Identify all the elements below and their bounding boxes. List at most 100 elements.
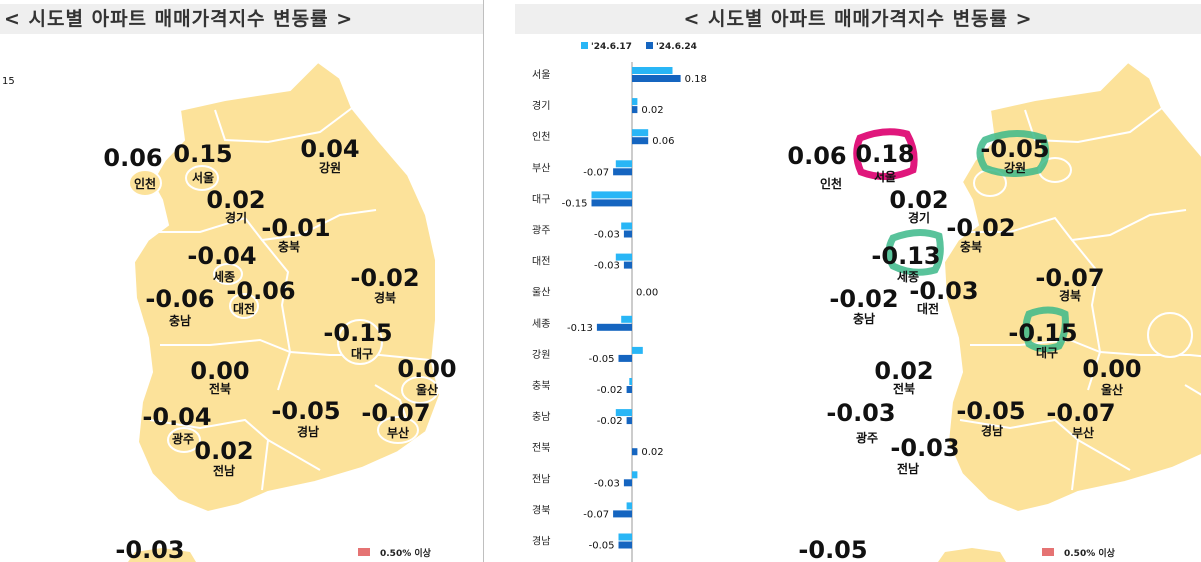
highlight-gangwon <box>976 130 1050 177</box>
province-borders-right <box>959 107 1201 491</box>
map-region-gangwon: 강원 <box>319 161 341 175</box>
map-region-seoul: 서울 <box>192 170 214 185</box>
left-map-labels: 0.06 인천 0.15 서울 0.04 강원 0.02 경기 -0.01 충북… <box>103 135 456 562</box>
bar-category-label: 전북 <box>532 442 550 454</box>
legend-swatch-curr <box>646 42 653 49</box>
left-title-bar: < 시도별 아파트 매매가격지수 변동률 > <box>0 4 483 34</box>
bar-category-label: 대구 <box>532 193 550 205</box>
map2-value-seoul: 0.18 <box>855 140 914 168</box>
bar-category-label: 경북 <box>532 503 550 516</box>
map-value-gangwon: 0.04 <box>300 135 359 163</box>
bar-data-label: -0.03 <box>594 478 620 489</box>
map-region-chungbuk: 충북 <box>278 239 300 254</box>
bar-curr-week <box>632 448 638 456</box>
left-title: < 시도별 아파트 매매가격지수 변동률 > <box>4 8 354 30</box>
map2-value-jeonnam: -0.03 <box>890 434 959 462</box>
bar-prev-week <box>615 253 632 261</box>
map-value-incheon: 0.06 <box>103 144 162 172</box>
map2-region-gwangju: 광주 <box>856 430 878 445</box>
bar-data-label: -0.13 <box>567 323 593 334</box>
bar-curr-week <box>623 261 632 269</box>
map-value-gyeongnam: -0.05 <box>271 397 340 425</box>
map2-region-jeonbuk: 전북 <box>893 381 915 396</box>
daegu-shape <box>337 319 383 365</box>
highlight-seoul <box>853 128 918 180</box>
bar-prev-week <box>632 471 638 479</box>
right-legend-label: 0.50% 이상 <box>1064 547 1116 559</box>
map-region-busan: 부산 <box>387 425 409 440</box>
map2-value-jeju: -0.05 <box>798 536 867 562</box>
map2-value-sejong: -0.13 <box>871 242 940 270</box>
map2-region-gyeongbuk: 경북 <box>1059 289 1081 303</box>
map-region-sejong: 세종 <box>213 269 235 284</box>
map-value-chungbuk: -0.01 <box>261 214 330 242</box>
map2-region-ulsan: 울산 <box>1101 382 1123 397</box>
bar-data-label: 0.00 <box>636 288 658 299</box>
map2-region-chungnam: 충남 <box>853 311 875 326</box>
bar-prev-week <box>632 346 643 354</box>
map-value-jeonbuk: 0.00 <box>190 357 249 385</box>
map-value-sejong: -0.04 <box>187 242 256 270</box>
map2-region-sejong: 세종 <box>897 269 919 284</box>
bar-curr-week <box>626 386 632 393</box>
bar-data-label: -0.05 <box>589 541 615 552</box>
map-region-jeonnam: 전남 <box>213 463 235 478</box>
bar-curr-week <box>632 137 649 145</box>
map-value-busan: -0.07 <box>361 399 430 427</box>
left-map: 15 0.06 인천 0.15 서울 0.04 강원 0.02 경기 -0.01… <box>2 60 457 562</box>
map2-value-jeonbuk: 0.02 <box>874 357 933 385</box>
bar-data-label: -0.15 <box>562 198 588 209</box>
map2-value-gyeongnam: -0.05 <box>956 397 1025 425</box>
bar-curr-week <box>596 323 632 331</box>
bar-curr-week <box>632 75 681 82</box>
legend-label-prev: '24.6.17 <box>591 42 632 52</box>
jeju-shape <box>128 548 196 562</box>
bar-prev-week <box>621 222 632 230</box>
seoul-shape <box>185 165 219 191</box>
map-value-gwangju: -0.04 <box>142 403 211 431</box>
bar-category-label: 세종 <box>532 318 550 330</box>
bar-prev-week <box>618 533 632 541</box>
bar-curr-week <box>591 199 632 207</box>
bar-data-label: -0.02 <box>597 385 623 396</box>
map2-region-chungbuk: 충북 <box>960 239 982 254</box>
bar-prev-week <box>621 315 632 323</box>
sejong-shape <box>213 263 243 285</box>
ulsan-shape <box>401 376 439 404</box>
map2-value-gangwon: -0.05 <box>980 135 1049 163</box>
jeju-shape-right <box>938 548 1006 562</box>
map-value-daejeon: -0.06 <box>226 277 295 305</box>
bar-category-label: 충남 <box>532 411 550 423</box>
bar-category-label: 울산 <box>532 287 550 299</box>
map-value-chungnam: -0.06 <box>145 285 214 313</box>
bar-data-label: -0.03 <box>594 261 620 272</box>
bar-prev-week <box>615 160 632 168</box>
bar-prev-week <box>626 502 632 510</box>
map-region-daegu: 대구 <box>351 347 373 361</box>
busan-shape <box>377 416 419 444</box>
map2-value-ulsan: 0.00 <box>1082 355 1141 383</box>
right-legend-swatch <box>1042 548 1054 556</box>
bar-category-label: 경기 <box>532 99 550 112</box>
bar-prev-week <box>615 409 632 417</box>
bars-layer: 서울 0.18 경기 0.02 인천 0.06 부산 -0.07 대구 -0.15 광주 -0.03 대… <box>532 62 707 562</box>
legend-label-curr: '24.6.24 <box>656 42 697 52</box>
bar-data-label: 0.02 <box>641 105 663 116</box>
bar-category-label: 충북 <box>532 380 550 392</box>
bar-data-label: -0.05 <box>589 354 615 365</box>
bar-prev-week <box>632 67 673 74</box>
map-region-jeonbuk: 전북 <box>209 381 231 396</box>
left-map-shapes <box>128 60 442 562</box>
bar-data-label: -0.07 <box>583 509 609 520</box>
bar-data-label: -0.03 <box>594 230 620 241</box>
map-region-gyeongnam: 경남 <box>297 424 319 439</box>
map2-region-daejeon: 대전 <box>917 301 939 316</box>
map-value-gyeongbuk: -0.02 <box>350 264 419 292</box>
map-value-gyeonggi: 0.02 <box>206 186 265 214</box>
highlight-sejong <box>885 229 944 276</box>
map2-value-chungbuk: -0.02 <box>946 214 1015 242</box>
bar-data-label: 0.02 <box>641 447 663 458</box>
bar-data-label: -0.07 <box>583 167 609 178</box>
map2-region-daegu: 대구 <box>1036 346 1058 360</box>
map-value-ulsan: 0.00 <box>397 355 456 383</box>
